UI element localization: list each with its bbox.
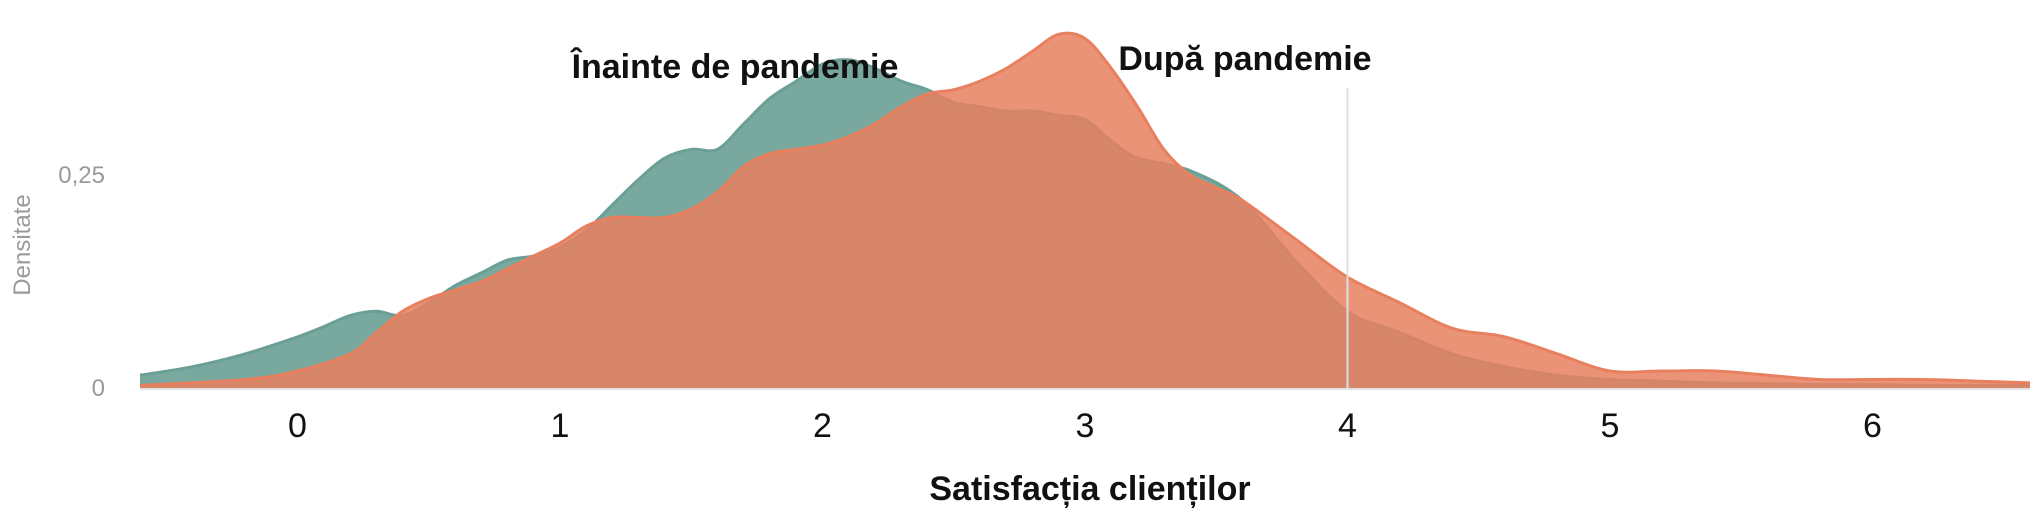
x-tick-label: 4: [1338, 407, 1357, 445]
x-tick-label: 0: [288, 407, 307, 445]
x-tick-label: 2: [813, 407, 832, 445]
density-area-after-pandemic: [140, 33, 2030, 388]
density-areas: [139, 31, 2031, 388]
x-tick-label: 6: [1863, 407, 1882, 445]
x-tick-label: 1: [551, 407, 570, 445]
density-area-after-pandemic-outline: [139, 31, 2031, 387]
series-label-before-pandemic: Înainte de pandemie: [570, 48, 899, 86]
x-tick-label: 5: [1601, 407, 1620, 445]
y-axis-label: Densitate: [9, 194, 36, 295]
x-tick-label: 3: [1076, 407, 1095, 445]
y-tick-label: 0,25: [58, 162, 105, 189]
x-axis-label: Satisfacția clienților: [929, 470, 1250, 508]
series-label-after-pandemic: După pandemie: [1118, 40, 1371, 78]
y-tick-label: 0: [92, 375, 105, 402]
x-axis-ticks: 0 1 2 3 4 5 6: [288, 407, 1882, 445]
y-axis-ticks: 00,25: [58, 162, 105, 402]
